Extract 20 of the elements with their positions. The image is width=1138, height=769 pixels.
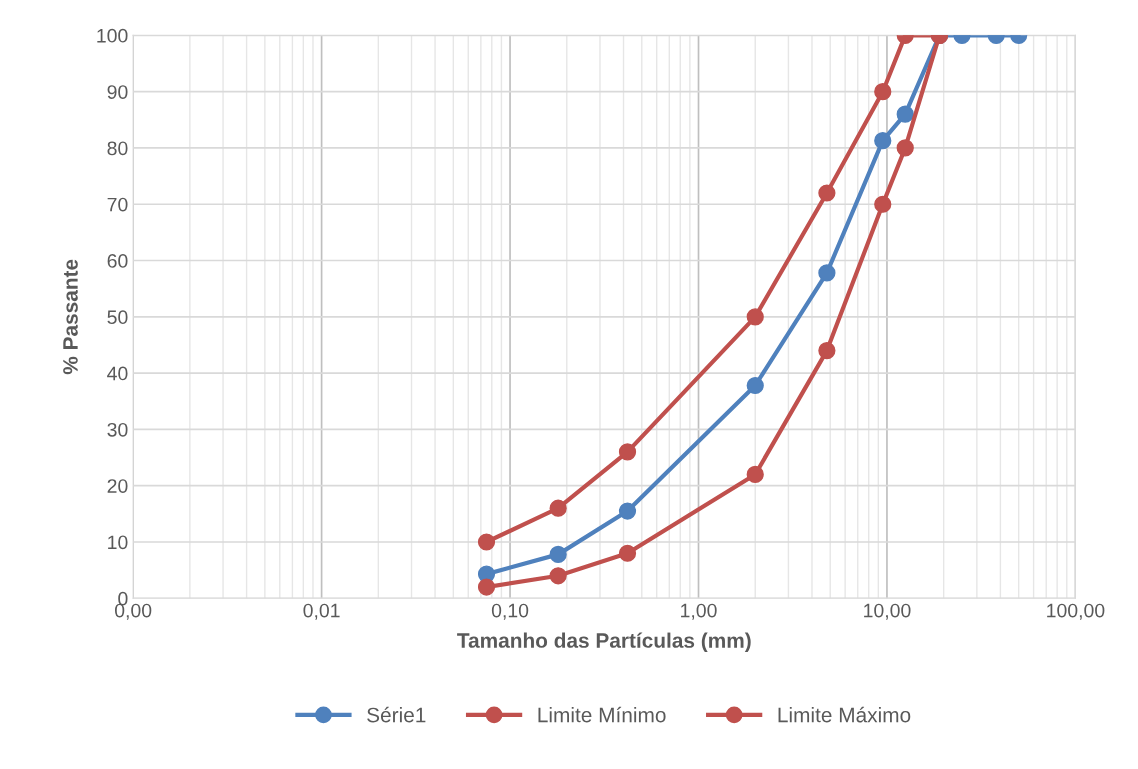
- y-tick-label: 50: [107, 310, 128, 325]
- x-tick-label: 0,01: [303, 603, 340, 620]
- x-tick-label: 100,00: [1047, 603, 1105, 620]
- x-tick-label: 1,00: [681, 603, 717, 620]
- y-tick-label: 30: [107, 422, 128, 437]
- legend-label: Limite Máximo: [778, 706, 911, 723]
- y-tick-label: 40: [107, 366, 128, 381]
- y-tick-label: 10: [108, 535, 128, 550]
- y-axis-title: % Passante: [63, 259, 78, 375]
- y-tick-label: 70: [107, 197, 128, 212]
- legend-label: Série1: [367, 706, 426, 723]
- x-tick-label: 0,10: [491, 603, 529, 620]
- legend-label: Limite Mínimo: [538, 706, 666, 723]
- y-tick-label: 100: [97, 28, 128, 43]
- y-tick-label: 90: [107, 85, 128, 99]
- x-axis-title: Tamanho das Partículas (mm): [457, 632, 751, 652]
- y-tick-label: 60: [107, 254, 128, 268]
- y-tick-label: 20: [107, 479, 128, 493]
- y-tick-label: 80: [107, 141, 128, 156]
- x-tick-label: 10,00: [864, 603, 911, 620]
